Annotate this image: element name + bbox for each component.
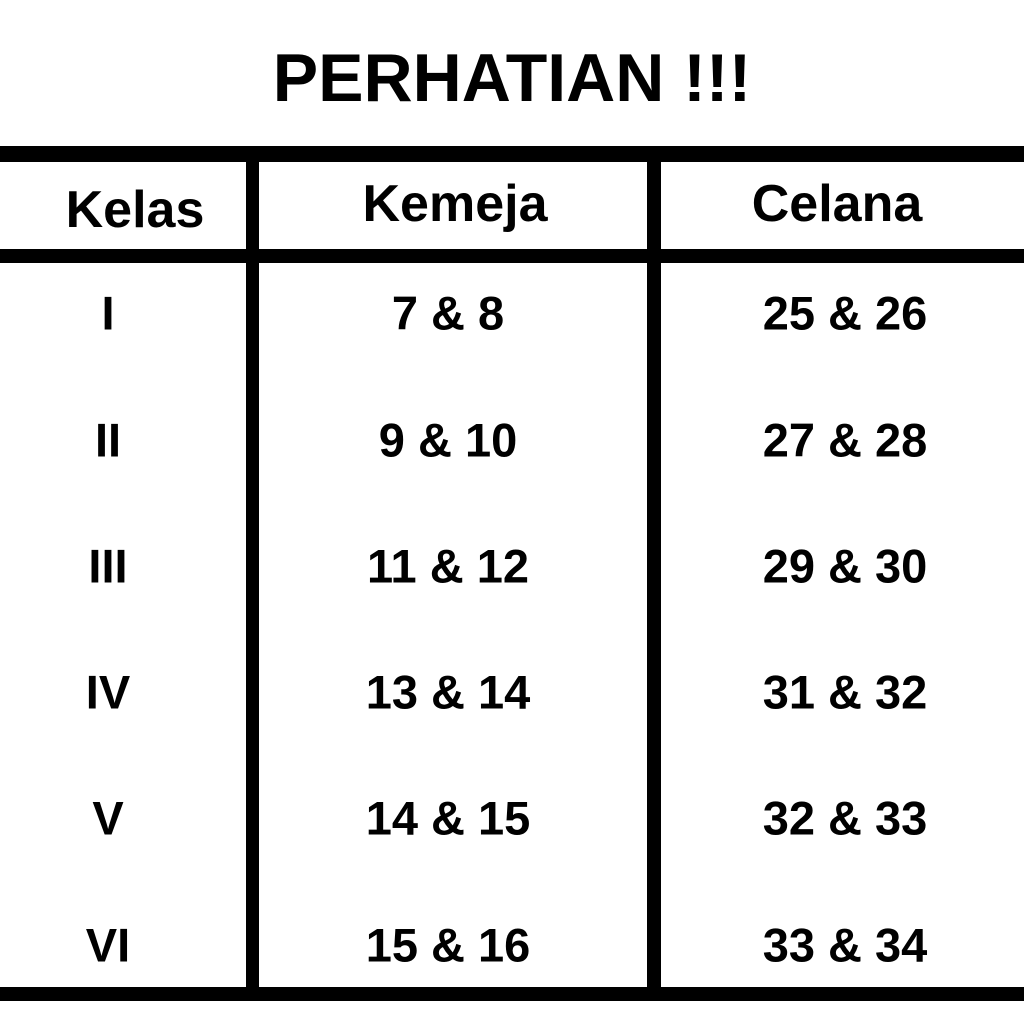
cell-celana: 33 & 34	[762, 918, 928, 972]
cell-kelas: III	[88, 539, 128, 593]
column-divider-1	[246, 146, 259, 1001]
cell-kemeja: 13 & 14	[365, 665, 531, 719]
cell-kelas: II	[94, 413, 122, 467]
cell-kelas: VI	[85, 918, 131, 972]
cell-celana: 27 & 28	[762, 413, 928, 467]
header-kemeja: Kemeja	[362, 175, 548, 233]
column-divider-2	[647, 146, 661, 1001]
header-divider	[0, 249, 1024, 263]
cell-kelas: IV	[85, 665, 131, 719]
cell-celana: 32 & 33	[762, 791, 928, 845]
cell-kemeja: 7 & 8	[391, 286, 505, 340]
cell-kelas: V	[92, 791, 124, 845]
cell-celana: 29 & 30	[762, 539, 928, 593]
cell-kelas: I	[101, 286, 115, 340]
page-title: PERHATIAN !!!	[272, 40, 752, 116]
cell-celana: 25 & 26	[762, 286, 928, 340]
table-bottom-border	[0, 987, 1024, 1001]
cell-kemeja: 11 & 12	[366, 539, 530, 593]
cell-kemeja: 9 & 10	[378, 413, 518, 467]
cell-kemeja: 15 & 16	[365, 918, 531, 972]
table-top-border	[0, 146, 1024, 162]
cell-celana: 31 & 32	[762, 665, 928, 719]
header-celana: Celana	[751, 175, 923, 233]
cell-kemeja: 14 & 15	[365, 791, 531, 845]
header-kelas: Kelas	[65, 181, 205, 239]
